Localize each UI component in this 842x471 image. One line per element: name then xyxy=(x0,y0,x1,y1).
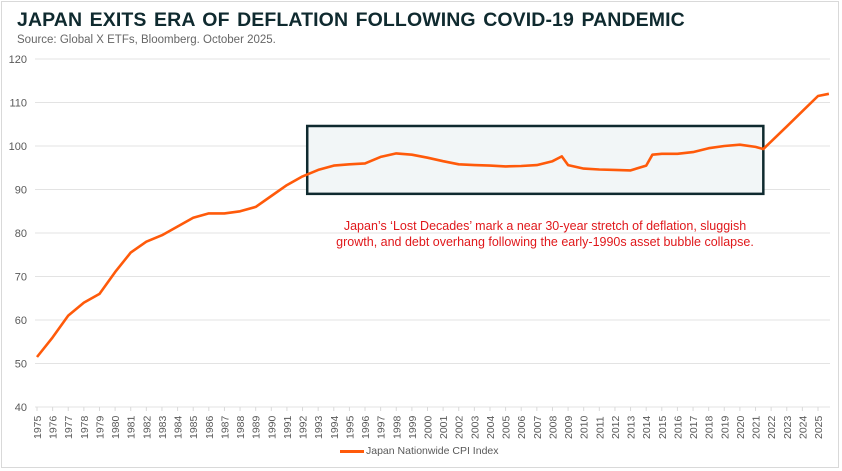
legend: Japan Nationwide CPI Index xyxy=(340,445,499,457)
x-tick-label: 2017 xyxy=(688,415,700,439)
x-tick-label: 2005 xyxy=(501,415,513,439)
x-tick-label: 1987 xyxy=(219,415,231,439)
x-tick-label: 2020 xyxy=(735,415,747,439)
y-tick-label: 80 xyxy=(15,228,27,240)
x-tick-label: 2002 xyxy=(454,415,466,439)
x-tick-label: 2025 xyxy=(813,415,825,439)
y-tick-label: 110 xyxy=(9,98,27,110)
x-tick-label: 1988 xyxy=(235,415,247,439)
chart-title: JAPAN EXITS ERA OF DEFLATION FOLLOWING C… xyxy=(17,9,685,31)
x-tick-label: 1989 xyxy=(251,415,263,439)
x-tick-label: 2000 xyxy=(423,415,435,439)
y-tick-label: 70 xyxy=(15,272,27,284)
x-tick-label: 2023 xyxy=(782,415,794,439)
x-tick-label: 1990 xyxy=(266,415,278,439)
x-tick-label: 2009 xyxy=(563,415,575,439)
legend-label: Japan Nationwide CPI Index xyxy=(366,445,499,457)
x-tick-label: 1983 xyxy=(157,415,169,439)
x-tick-label: 2022 xyxy=(766,415,778,439)
x-tick-label: 1996 xyxy=(360,415,372,439)
x-tick-label: 2013 xyxy=(626,415,638,439)
x-tick-label: 1992 xyxy=(298,415,310,439)
x-tick-label: 1999 xyxy=(407,415,419,439)
x-tick-label: 1976 xyxy=(48,415,60,439)
lost-decades-box xyxy=(305,124,765,196)
x-tick-label: 1978 xyxy=(79,415,91,439)
x-tick-label: 2007 xyxy=(532,415,544,439)
x-tick-label: 2019 xyxy=(719,415,731,439)
y-tick-label: 100 xyxy=(9,141,27,153)
series-line-cpi xyxy=(35,92,830,358)
x-tick-label: 1979 xyxy=(94,415,106,439)
x-tick-label: 1994 xyxy=(329,415,341,439)
y-tick-label: 90 xyxy=(15,185,27,197)
y-tick-label: 40 xyxy=(15,402,27,414)
x-tick-label: 2003 xyxy=(469,415,481,439)
x-tick-label: 2010 xyxy=(579,415,591,439)
x-tick-label: 2024 xyxy=(797,415,809,439)
x-tick-label: 1975 xyxy=(32,415,44,439)
legend-swatch xyxy=(340,449,364,453)
x-tick-label: 2015 xyxy=(657,415,669,439)
x-tick-label: 2008 xyxy=(547,415,559,439)
x-tick-label: 2004 xyxy=(485,415,497,439)
y-tick-label: 120 xyxy=(9,54,27,66)
chart-subtitle: Source: Global X ETFs, Bloomberg. Octobe… xyxy=(17,34,276,46)
x-tick-label: 1981 xyxy=(126,415,138,439)
x-tick-label: 1995 xyxy=(344,415,356,439)
x-tick-label: 2012 xyxy=(610,415,622,439)
x-tick-label: 1982 xyxy=(141,415,153,439)
x-tick-label: 1984 xyxy=(173,415,185,439)
x-tick-label: 2014 xyxy=(641,415,653,439)
lost-decades-annotation: Japan’s ‘Lost Decades’ mark a near 30-ye… xyxy=(336,219,754,249)
x-tick-label: 1991 xyxy=(282,415,294,439)
x-tick-label: 1993 xyxy=(313,415,325,439)
x-tick-label: 2006 xyxy=(516,415,528,439)
x-tick-label: 1998 xyxy=(391,415,403,439)
x-tick-label: 2018 xyxy=(704,415,716,439)
x-tick-label: 1986 xyxy=(204,415,216,439)
x-tick-label: 2021 xyxy=(751,415,763,439)
x-tick-label: 1977 xyxy=(63,415,75,439)
x-tick-label: 2016 xyxy=(672,415,684,439)
x-tick-label: 2001 xyxy=(438,415,450,439)
y-tick-label: 60 xyxy=(15,315,27,327)
x-tick-label: 1997 xyxy=(376,415,388,439)
x-tick-label: 1985 xyxy=(188,415,200,439)
x-tick-label: 1980 xyxy=(110,415,122,439)
x-tick-label: 2011 xyxy=(594,416,606,439)
y-tick-label: 50 xyxy=(15,359,27,371)
